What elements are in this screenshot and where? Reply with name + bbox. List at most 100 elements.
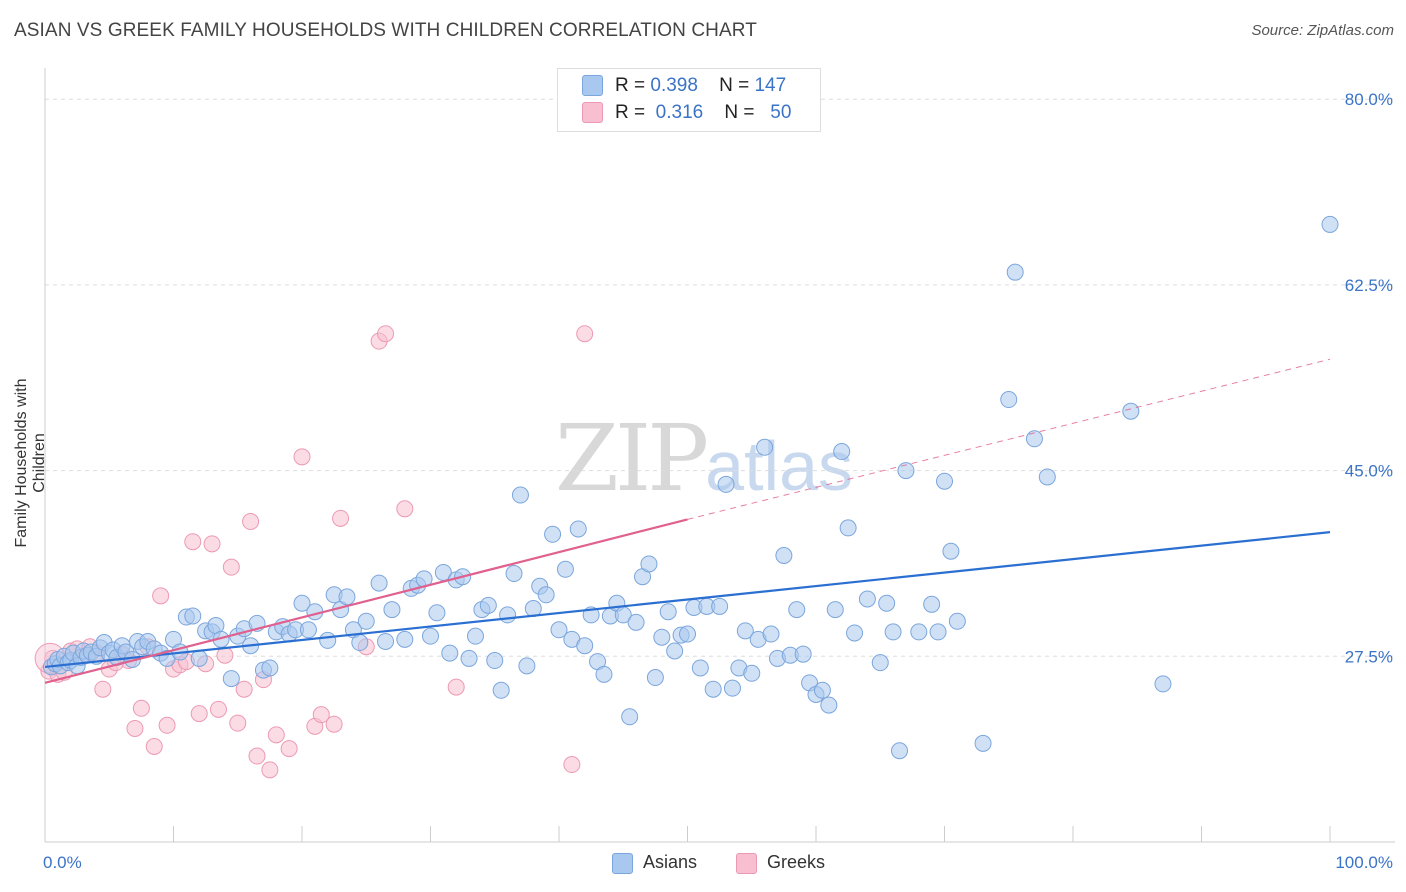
- asian-point: [377, 632, 395, 650]
- asian-point: [871, 654, 889, 672]
- asian-point: [422, 627, 439, 645]
- bottom-asians-swatch: [612, 852, 633, 874]
- asian-point: [826, 601, 844, 619]
- asian-point: [717, 475, 735, 493]
- asians-n-label: N =: [719, 75, 750, 96]
- asian-point: [679, 625, 696, 643]
- asian-point: [813, 681, 831, 699]
- asian-point: [897, 462, 915, 480]
- asian-point: [646, 669, 664, 687]
- greek-point: [203, 535, 221, 553]
- asian-point: [936, 472, 953, 490]
- greek-point: [229, 714, 247, 732]
- asians-trend-line: [44, 531, 1331, 669]
- asian-point: [261, 659, 279, 677]
- x-tick-labels: 0.0% 100.0%: [43, 853, 1393, 872]
- greeks-swatch: [582, 102, 603, 124]
- asian-point: [948, 612, 966, 630]
- asian-point: [659, 603, 677, 621]
- greek-point: [312, 706, 330, 724]
- chart-title: ASIAN VS GREEK FAMILY HOUSEHOLDS WITH CH…: [14, 20, 757, 41]
- asians-n-value: 147: [754, 75, 787, 96]
- asian-point: [788, 601, 806, 619]
- asian-point: [621, 708, 639, 726]
- asian-point: [858, 590, 876, 608]
- asian-point: [396, 630, 414, 648]
- asian-point: [923, 595, 941, 613]
- greek-point: [447, 678, 465, 696]
- greek-point: [280, 740, 298, 758]
- trend-lines: [44, 358, 1331, 684]
- asian-point: [479, 596, 497, 614]
- asian-point: [878, 594, 896, 612]
- greek-point: [145, 738, 163, 755]
- correlation-legend: R = 0.398 N = 147 R = 0.316 N = 50: [557, 68, 821, 132]
- asian-point: [505, 565, 523, 583]
- asian-point: [846, 624, 864, 642]
- asian-point: [1006, 263, 1024, 281]
- asian-point: [556, 560, 574, 578]
- y-tick-label: 62.5%: [1345, 276, 1393, 295]
- gridlines: [45, 98, 1395, 657]
- greek-point: [377, 325, 395, 343]
- asian-point: [466, 627, 484, 645]
- asian-point: [357, 612, 375, 630]
- asian-point: [794, 645, 812, 663]
- greek-point: [126, 719, 144, 737]
- greeks-trend-line: [44, 518, 688, 684]
- asian-point: [704, 680, 722, 698]
- asian-point: [974, 734, 992, 752]
- asian-point: [293, 594, 311, 612]
- greek-point: [396, 500, 414, 518]
- asian-point: [891, 742, 909, 760]
- asian-point: [736, 622, 754, 640]
- asians-r-label: R =: [615, 75, 646, 96]
- greeks-n-label: N =: [724, 102, 755, 123]
- asian-point: [627, 613, 645, 631]
- asian-point: [1038, 468, 1056, 486]
- asian-point: [1122, 402, 1140, 420]
- asians-swatch: [582, 75, 603, 97]
- y-axis-label: Family Households with Children: [13, 378, 48, 548]
- asian-point: [711, 597, 729, 615]
- asian-point: [653, 628, 671, 646]
- asian-point: [486, 652, 504, 670]
- asian-point: [942, 542, 960, 560]
- greeks-trend-extension: [687, 358, 1331, 520]
- asian-point: [1321, 215, 1339, 233]
- legend-row-greeks: R = 0.316 N = 50: [582, 102, 791, 126]
- asian-point: [190, 649, 208, 667]
- asian-point: [576, 637, 594, 655]
- asian-point: [492, 681, 510, 699]
- asian-point: [929, 623, 947, 641]
- asian-point: [222, 670, 240, 688]
- asian-point: [351, 634, 369, 652]
- greek-point: [152, 587, 170, 605]
- bottom-greeks-swatch: [736, 852, 757, 874]
- asian-point: [743, 664, 761, 682]
- asian-point: [833, 443, 851, 461]
- asian-point: [499, 606, 517, 624]
- bottom-legend-greeks: Greeks: [736, 852, 825, 874]
- asian-point: [691, 659, 709, 677]
- asian-point: [428, 604, 446, 622]
- greek-point: [158, 716, 176, 734]
- greek-point: [267, 726, 285, 744]
- asian-point: [820, 696, 838, 714]
- greek-point: [94, 680, 112, 698]
- source-label: Source: ZipAtlas.com: [1251, 22, 1394, 39]
- asian-point: [884, 623, 902, 641]
- greek-point: [293, 448, 311, 466]
- asian-point: [299, 621, 317, 639]
- greek-point: [222, 558, 240, 576]
- asian-point: [569, 520, 587, 538]
- greek-point: [184, 533, 202, 551]
- asian-point: [511, 486, 529, 504]
- bottom-legend-asians: Asians: [612, 852, 697, 874]
- asian-point: [441, 644, 459, 662]
- greek-point: [190, 705, 208, 723]
- greeks-points: [34, 325, 594, 779]
- legend-row-asians: R = 0.398 N = 147: [582, 75, 786, 99]
- asian-point: [550, 621, 568, 639]
- watermark: ZIPatlas: [555, 405, 853, 512]
